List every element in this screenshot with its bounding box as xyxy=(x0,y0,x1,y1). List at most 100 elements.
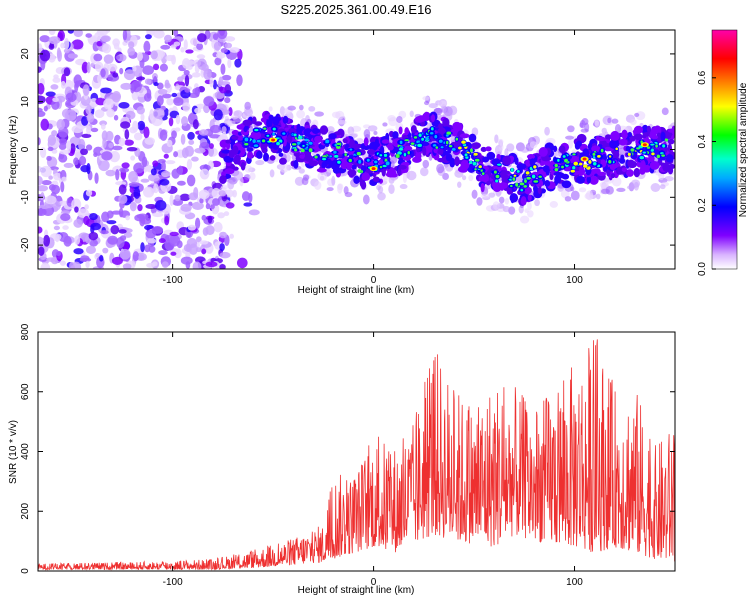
heatmap-cell xyxy=(317,171,328,182)
heatmap-cell xyxy=(425,137,429,141)
heatmap-cell xyxy=(494,134,499,144)
heatmap-cell xyxy=(159,178,170,186)
heatmap-cell xyxy=(52,97,59,103)
x-tick-label: -100 xyxy=(163,275,183,286)
heatmap-cell xyxy=(86,125,92,135)
heatmap-cell xyxy=(81,116,89,126)
heatmap-cell xyxy=(209,143,214,149)
heatmap-cell xyxy=(452,121,462,131)
heatmap-cell xyxy=(482,173,490,183)
heatmap-cell xyxy=(567,139,573,149)
heatmap-cell xyxy=(219,263,226,269)
heatmap-cell xyxy=(269,155,276,161)
heatmap-cell xyxy=(81,61,89,74)
snr-series-line xyxy=(38,339,675,571)
heatmap-cell xyxy=(187,224,196,231)
heatmap-cell xyxy=(126,146,138,152)
heatmap-cell xyxy=(112,72,119,78)
heatmap-cell xyxy=(219,86,227,94)
y-tick-label: -20 xyxy=(20,237,31,252)
heatmap-cell xyxy=(118,102,130,109)
heatmap-cell xyxy=(203,96,215,107)
heatmap-cell xyxy=(158,250,168,256)
heatmap-cell xyxy=(159,63,168,72)
heatmap-cell xyxy=(520,196,527,206)
heatmap-cell xyxy=(81,133,92,139)
heatmap-cell xyxy=(246,147,254,152)
heatmap-cell xyxy=(402,173,407,184)
colorbar-tick-label: 0.0 xyxy=(697,262,708,276)
heatmap-cell xyxy=(166,98,174,106)
heatmap-cell xyxy=(616,187,626,193)
x-tick-label: 100 xyxy=(566,275,583,286)
heatmap-cell xyxy=(195,103,206,109)
heatmap-cell xyxy=(188,192,199,201)
snr-ticks: -100 0 100 0 200 400 600 800 xyxy=(20,323,675,588)
heatmap-cell xyxy=(506,185,513,195)
heatmap-cell xyxy=(363,129,371,139)
heatmap-cell xyxy=(286,135,293,144)
heatmap-cell xyxy=(71,198,82,210)
heatmap-cell xyxy=(377,185,384,194)
y-tick-label: 200 xyxy=(20,502,31,519)
heatmap-cell xyxy=(140,217,152,225)
heatmap-cell xyxy=(85,245,97,254)
heatmap-cell xyxy=(186,158,193,170)
heatmap-cell xyxy=(94,172,99,184)
heatmap-cell xyxy=(328,133,337,140)
heatmap-cell xyxy=(557,158,560,162)
heatmap-cell xyxy=(47,146,54,152)
heatmap-cell xyxy=(358,159,362,164)
heatmap-cell xyxy=(118,207,124,218)
heatmap-cell xyxy=(373,130,378,136)
heatmap-cell xyxy=(112,38,120,47)
heatmap-cell xyxy=(103,98,114,110)
heatmap-cell xyxy=(196,236,202,243)
heatmap-cell xyxy=(337,160,341,164)
heatmap-cell xyxy=(337,183,344,191)
heatmap-cell xyxy=(583,164,588,168)
heatmap-cell xyxy=(344,153,347,157)
heatmap-cell xyxy=(395,154,400,158)
heatmap-cell xyxy=(55,251,62,256)
y-tick-label: 0 xyxy=(20,568,31,574)
heatmap-cell xyxy=(191,156,199,162)
heatmap-cell xyxy=(541,156,552,162)
heatmap-cell xyxy=(100,68,106,78)
heatmap-cell xyxy=(129,186,135,193)
heatmap-cell xyxy=(282,115,289,124)
heatmap-cell xyxy=(194,107,202,114)
heatmap-cell xyxy=(629,118,637,126)
heatmap-cell xyxy=(495,174,500,179)
heatmap-cell xyxy=(168,117,174,127)
heatmap-cell xyxy=(600,148,604,153)
heatmap-cell xyxy=(579,165,584,173)
heatmap-cell xyxy=(634,133,644,141)
colorbar-tick-label: 0.6 xyxy=(697,70,708,84)
heatmap-cell xyxy=(248,192,253,203)
heatmap-cell xyxy=(442,117,450,128)
heatmap-cell xyxy=(192,261,202,269)
heatmap-cell xyxy=(493,170,497,174)
heatmap-cell xyxy=(40,262,51,269)
heatmap-cell xyxy=(464,153,468,157)
heatmap-cell xyxy=(74,206,79,213)
heatmap-cell xyxy=(84,204,89,210)
heatmap-cell xyxy=(90,62,95,68)
heatmap-cell xyxy=(52,77,61,83)
heatmap-cell xyxy=(403,145,413,152)
heatmap-cell xyxy=(597,171,607,176)
heatmap-cell xyxy=(592,152,596,156)
heatmap-cell xyxy=(410,125,417,134)
heatmap-cell xyxy=(60,42,66,49)
heatmap-cell xyxy=(83,215,90,226)
heatmap-cell xyxy=(43,105,48,112)
heatmap-cell xyxy=(160,44,171,50)
heatmap-cell xyxy=(382,164,387,168)
heatmap-cell xyxy=(225,202,235,209)
heatmap-cell xyxy=(219,243,225,252)
heatmap-cell xyxy=(101,35,110,42)
heatmap-cell xyxy=(565,135,574,140)
heatmap-cell xyxy=(71,125,84,134)
heatmap-cell xyxy=(648,154,655,163)
